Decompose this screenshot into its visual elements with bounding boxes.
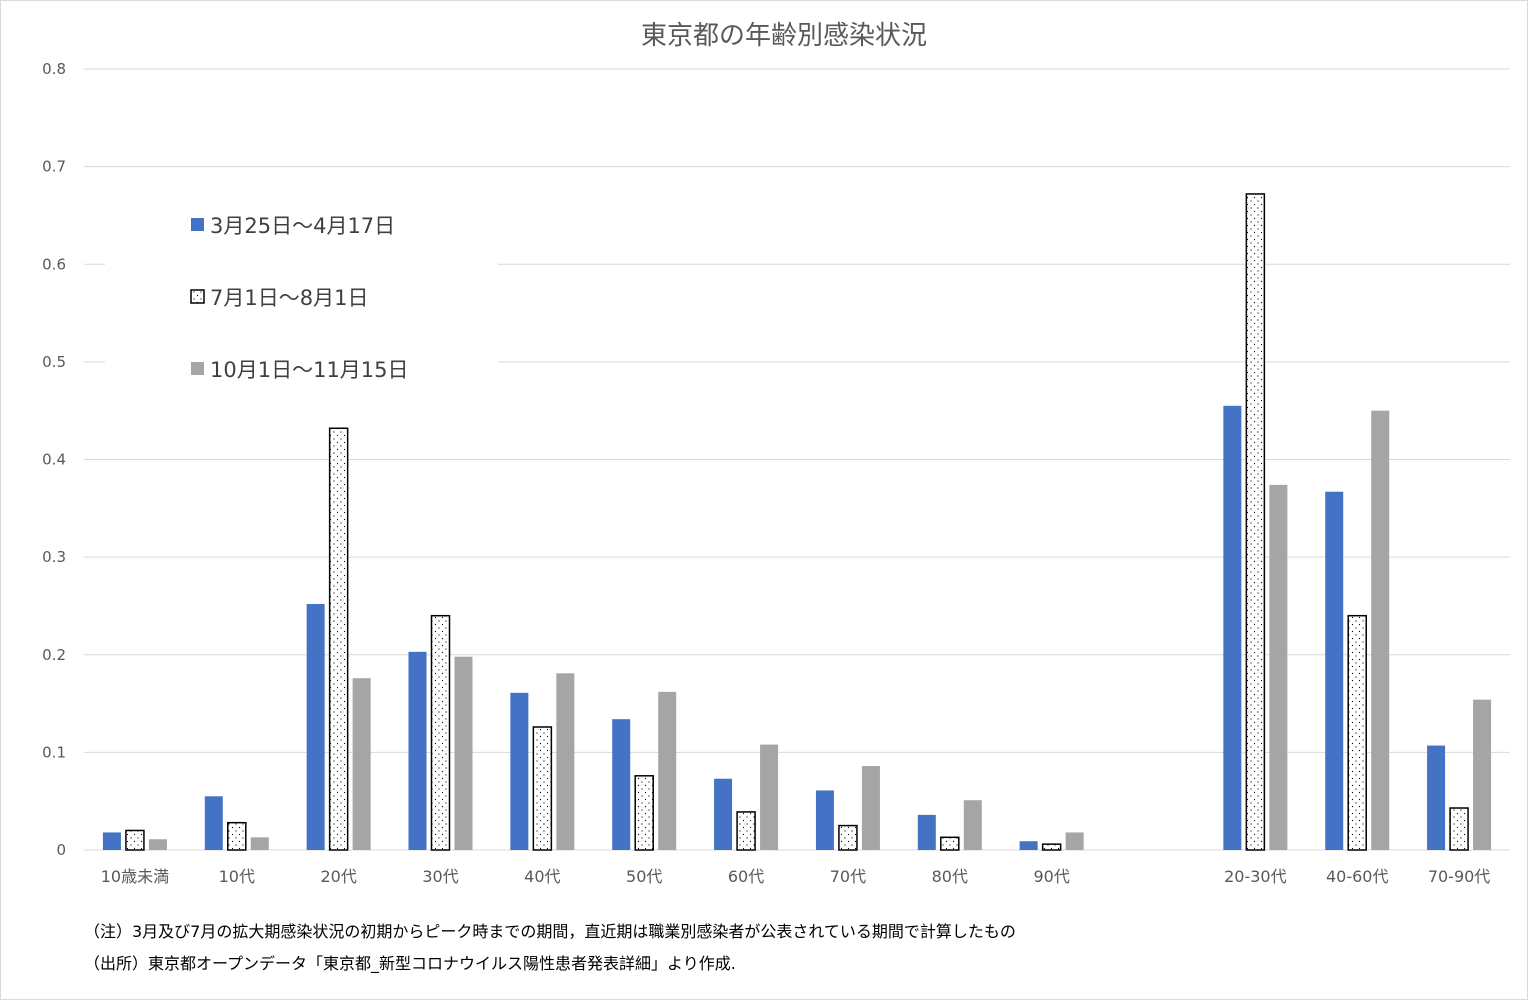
- y-tick-label: 0.4: [42, 451, 66, 469]
- bar: [1347, 614, 1367, 851]
- bar: [510, 692, 529, 850]
- bar: [658, 691, 677, 850]
- bar: [1065, 832, 1084, 850]
- bar: [838, 824, 858, 851]
- bar: [148, 839, 167, 850]
- bar: [430, 614, 451, 851]
- bar: [940, 836, 960, 851]
- x-tick-label: 20-30代: [1224, 867, 1287, 886]
- x-tick-label: 20代: [320, 867, 356, 886]
- y-tick-label: 0.2: [42, 646, 66, 664]
- bar: [306, 603, 325, 850]
- bar: [1041, 843, 1062, 851]
- y-tick-label: 0: [56, 841, 66, 859]
- legend-label: 7月1日～8月1日: [210, 286, 368, 310]
- chart-title: 東京都の年齢別感染状況: [641, 21, 927, 51]
- bar: [1269, 484, 1288, 850]
- bar: [861, 766, 880, 850]
- y-tick-label: 0.6: [42, 255, 66, 273]
- bar: [815, 790, 834, 850]
- y-tick-label: 0.8: [42, 60, 66, 78]
- bars: [102, 193, 1492, 851]
- bar: [963, 800, 982, 850]
- x-tick-label: 70代: [830, 867, 866, 886]
- bar: [250, 837, 269, 850]
- footnote-note: （注）3月及び7月の拡大期感染状況の初期からピーク時までの期間，直近期は職業別感…: [84, 922, 1016, 941]
- bar: [454, 656, 473, 850]
- y-tick-label: 0.1: [42, 743, 66, 761]
- x-axis-ticks: 10歳未満 10代 20代 30代 40代 50代 60代 70代 80代 90代 20-30代 40…: [101, 867, 1491, 886]
- bar: [227, 821, 247, 851]
- x-tick-label: 70-90代: [1428, 867, 1491, 886]
- gridlines: [84, 68, 1510, 851]
- bar: [1245, 193, 1266, 851]
- bar: [1449, 807, 1469, 851]
- bar: [736, 811, 756, 851]
- bar: [1325, 491, 1344, 850]
- x-tick-label: 60代: [728, 867, 764, 886]
- bar: [102, 832, 121, 850]
- bar: [917, 814, 936, 850]
- bar: [1473, 699, 1492, 850]
- bar: [612, 719, 631, 850]
- bar: [1019, 841, 1038, 850]
- bar: [556, 673, 575, 850]
- legend: 3月25日～4月17日 7月1日～8月1日 10月1日～11月15日: [190, 214, 409, 382]
- bar: [328, 427, 349, 851]
- y-axis-ticks: 0 0.1 0.2 0.3 0.4 0.5 0.6 0.7 0.8: [42, 60, 66, 859]
- bar: [532, 726, 553, 851]
- bar: [634, 775, 654, 851]
- legend-swatch: [190, 289, 205, 304]
- bar: [1223, 405, 1242, 850]
- y-tick-label: 0.3: [42, 548, 66, 566]
- y-tick-label: 0.7: [42, 158, 66, 176]
- bar: [714, 778, 733, 850]
- x-tick-label: 40-60代: [1326, 867, 1389, 886]
- bar: [1427, 745, 1446, 850]
- x-tick-label: 50代: [626, 867, 662, 886]
- x-tick-label: 10歳未満: [101, 867, 169, 886]
- x-tick-label: 30代: [422, 867, 458, 886]
- legend-swatch: [191, 218, 204, 231]
- legend-label: 10月1日～11月15日: [210, 358, 409, 382]
- legend-swatch: [191, 362, 204, 375]
- bar: [125, 829, 145, 851]
- bar: [352, 678, 371, 850]
- x-tick-label: 90代: [1033, 867, 1069, 886]
- x-tick-label: 80代: [932, 867, 968, 886]
- bar: [204, 796, 223, 850]
- legend-label: 3月25日～4月17日: [210, 214, 395, 238]
- y-tick-label: 0.5: [42, 353, 66, 371]
- x-tick-label: 10代: [219, 867, 255, 886]
- footnote-source: （出所）東京都オープンデータ「東京都_新型コロナウイルス陽性患者発表詳細」より作…: [84, 954, 736, 973]
- x-tick-label: 40代: [524, 867, 560, 886]
- bar: [1371, 410, 1390, 850]
- bar: [408, 651, 427, 850]
- bar: [760, 744, 779, 850]
